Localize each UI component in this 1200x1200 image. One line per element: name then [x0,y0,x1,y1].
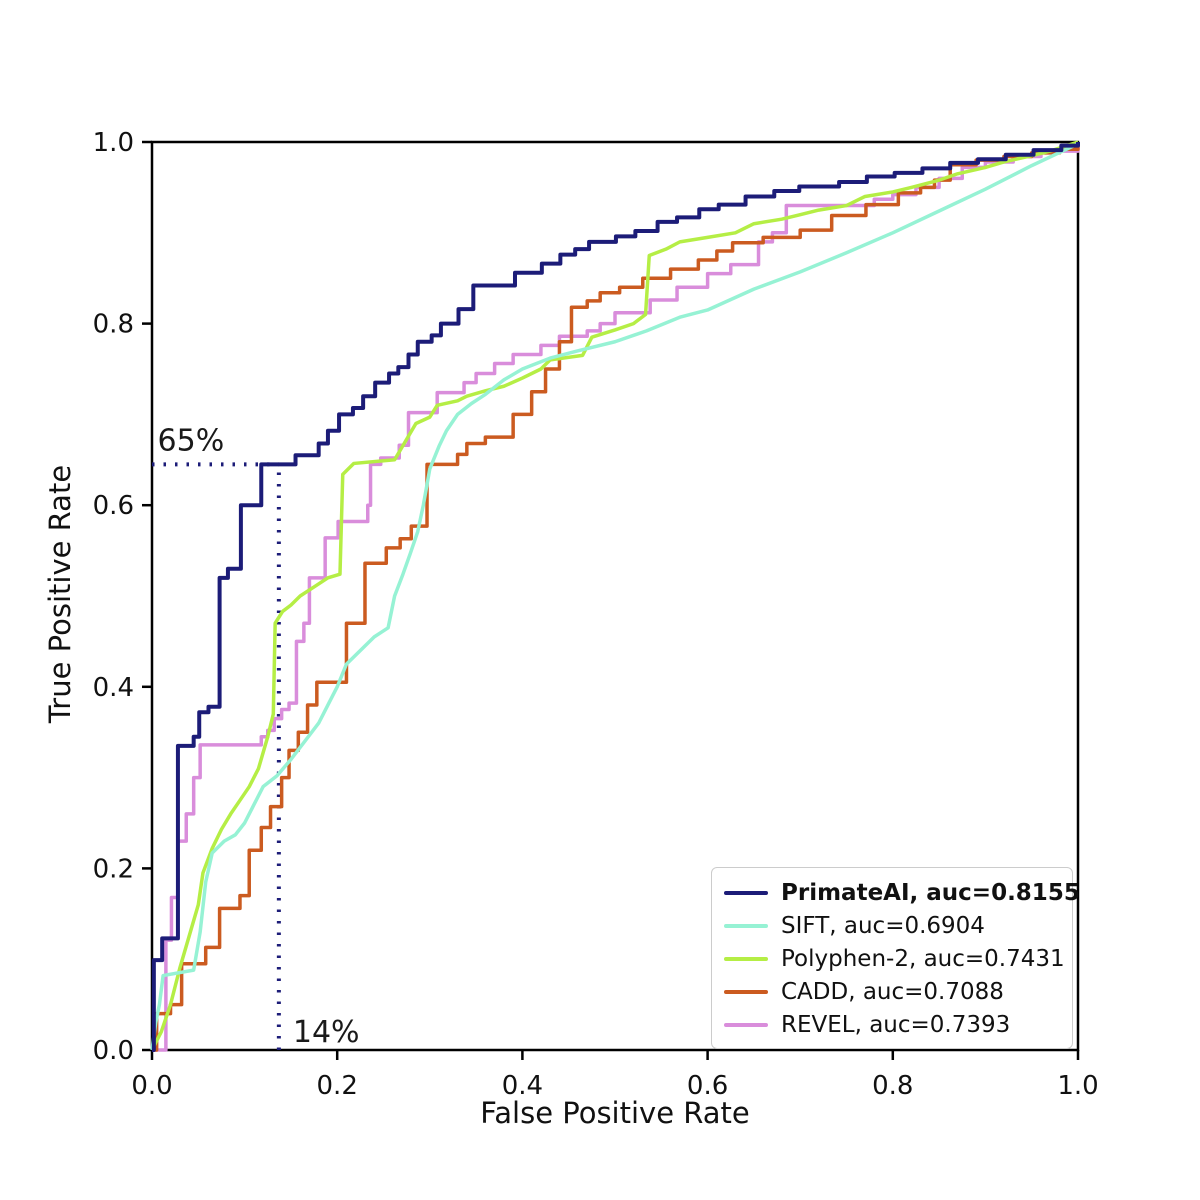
y-tick-label: 1.0 [93,128,134,158]
legend-line-swatch [724,990,768,994]
plot-frame [150,140,1080,1052]
y-tick-label: 0.2 [93,854,134,884]
legend-line-swatch [724,1023,768,1027]
x-tick-label: 0.8 [872,1071,913,1101]
tpr-annotation-label: 65% [158,423,225,458]
y-tick-label: 0.4 [93,673,134,703]
x-axis-title: False Positive Rate [480,1096,750,1130]
legend-label: Polyphen-2, auc=0.7431 [781,946,1065,972]
legend-line-swatch [724,924,768,928]
roc-curve-primateai [151,142,1080,1052]
legend-item-cadd: CADD, auc=0.7088 [724,979,1058,1005]
legend-box: PrimateAI, auc=0.8155 SIFT, auc=0.6904 Pol… [711,867,1080,1049]
roc-curve-polyphen-2 [150,140,1079,1051]
legend-item-polyphen-2: Polyphen-2, auc=0.7431 [724,946,1065,972]
legend-line-swatch [724,891,768,895]
y-tick-label: 0.0 [93,1036,134,1066]
legend-label: CADD, auc=0.7088 [781,979,1004,1005]
legend-item-sift: SIFT, auc=0.6904 [724,913,1058,939]
legend-label: REVEL, auc=0.7393 [781,1012,1011,1038]
y-axis-title: True Positive Rate [43,464,77,724]
x-tick-label: 1.0 [1057,1071,1098,1101]
roc-curve-cadd [152,142,1080,1052]
x-tick-label: 0.4 [502,1071,543,1101]
x-tick-label: 0.2 [317,1071,358,1101]
y-tick-label: 0.8 [93,310,134,340]
legend-label: SIFT, auc=0.6904 [781,913,985,939]
x-tick-label: 0.0 [131,1071,172,1101]
roc-curve-sift [150,142,1079,1051]
legend-item-primateai: PrimateAI, auc=0.8155 [724,880,1080,906]
legend-line-swatch [724,957,768,961]
x-tick-label: 0.6 [687,1071,728,1101]
legend-item-revel: REVEL, auc=0.7393 [724,1012,1058,1038]
legend-label: PrimateAI, auc=0.8155 [781,880,1080,906]
y-tick-label: 0.6 [93,491,134,521]
fpr-annotation-label: 14% [293,1015,360,1050]
